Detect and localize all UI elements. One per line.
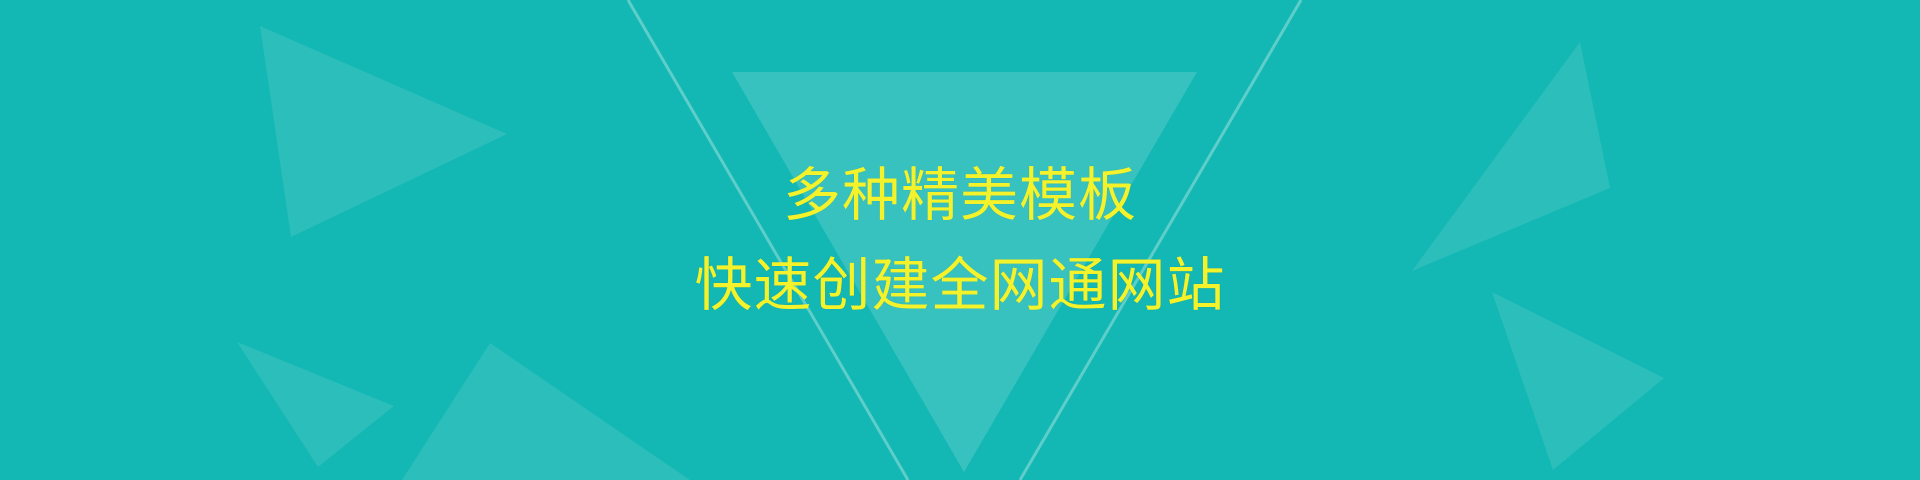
triangle-shape (1412, 42, 1610, 271)
triangle-shape (237, 342, 394, 467)
headline-line-2: 快速创建全网通网站 (694, 251, 1226, 319)
triangle-shape (260, 26, 507, 237)
triangle-shape (732, 72, 1197, 472)
triangle-shape (1492, 292, 1664, 470)
diagonal-line (1018, 0, 1303, 480)
headline-line-1: 多种精美模板 (782, 161, 1137, 229)
diagonal-line (626, 0, 910, 480)
triangle-shape (402, 343, 690, 480)
